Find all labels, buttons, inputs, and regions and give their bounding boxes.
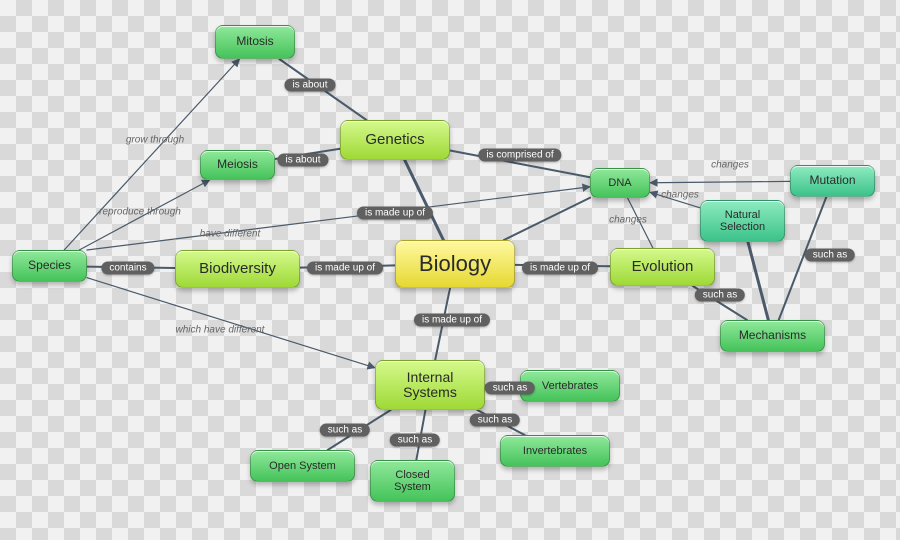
edge-label-biology-internal: is made up of bbox=[414, 314, 490, 327]
node-closed: Closed System bbox=[370, 460, 455, 502]
edge-label-internal-invert: such as bbox=[470, 414, 520, 427]
node-meiosis: Meiosis bbox=[200, 150, 275, 180]
edge-label-biology-evolution: is made up of bbox=[522, 262, 598, 275]
edge-label-genetics-meiosis: is about bbox=[277, 154, 328, 167]
edge-label-evolution-mechanisms: such as bbox=[695, 289, 745, 302]
edge-mechanisms-natsel bbox=[748, 242, 768, 320]
edge-label-species-internal: which have different bbox=[168, 324, 273, 337]
node-biodiv: Biodiversity bbox=[175, 250, 300, 288]
node-mutation: Mutation bbox=[790, 165, 875, 197]
edge-biology-genetics bbox=[405, 160, 444, 240]
edge-mutation-dna bbox=[650, 181, 790, 182]
node-mechanisms: Mechanisms bbox=[720, 320, 825, 352]
edge-label-biology-dna: is made up of bbox=[357, 207, 433, 220]
edge-label-mechanisms-mutation: such as bbox=[805, 249, 855, 262]
edge-label-evolution-dna: changes bbox=[601, 214, 655, 227]
edge-label-internal-vert: such as bbox=[485, 382, 535, 395]
edge-label-species-dna: have different bbox=[192, 228, 269, 241]
edge-label-biology-biodiv: is made up of bbox=[307, 262, 383, 275]
edge-label-mutation-dna: changes bbox=[703, 159, 757, 172]
node-internal: Internal Systems bbox=[375, 360, 485, 410]
node-dna: DNA bbox=[590, 168, 650, 198]
edge-label-internal-closed: such as bbox=[390, 434, 440, 447]
edge-label-natsel-dna: changes bbox=[653, 189, 707, 202]
node-natsel: Natural Selection bbox=[700, 200, 785, 242]
node-species: Species bbox=[12, 250, 87, 282]
node-mitosis: Mitosis bbox=[215, 25, 295, 59]
edge-label-genetics-mitosis: is about bbox=[284, 79, 335, 92]
edge-label-internal-open: such as bbox=[320, 424, 370, 437]
node-invert: Invertebrates bbox=[500, 435, 610, 467]
node-biology: Biology bbox=[395, 240, 515, 288]
node-genetics: Genetics bbox=[340, 120, 450, 160]
node-vert: Vertebrates bbox=[520, 370, 620, 402]
edge-label-biodiv-species: contains bbox=[101, 262, 154, 275]
edge-label-genetics-dna: is comprised of bbox=[478, 149, 561, 162]
concept-map-canvas: Biology Genetics Mitosis Meiosis Biodiversit… bbox=[0, 0, 900, 540]
edge-label-species-meiosis: reproduce through bbox=[91, 206, 189, 219]
edge-biology-dna bbox=[504, 198, 590, 240]
node-evolution: Evolution bbox=[610, 248, 715, 286]
node-open: Open System bbox=[250, 450, 355, 482]
edge-label-species-mitosis: grow through bbox=[118, 134, 192, 147]
